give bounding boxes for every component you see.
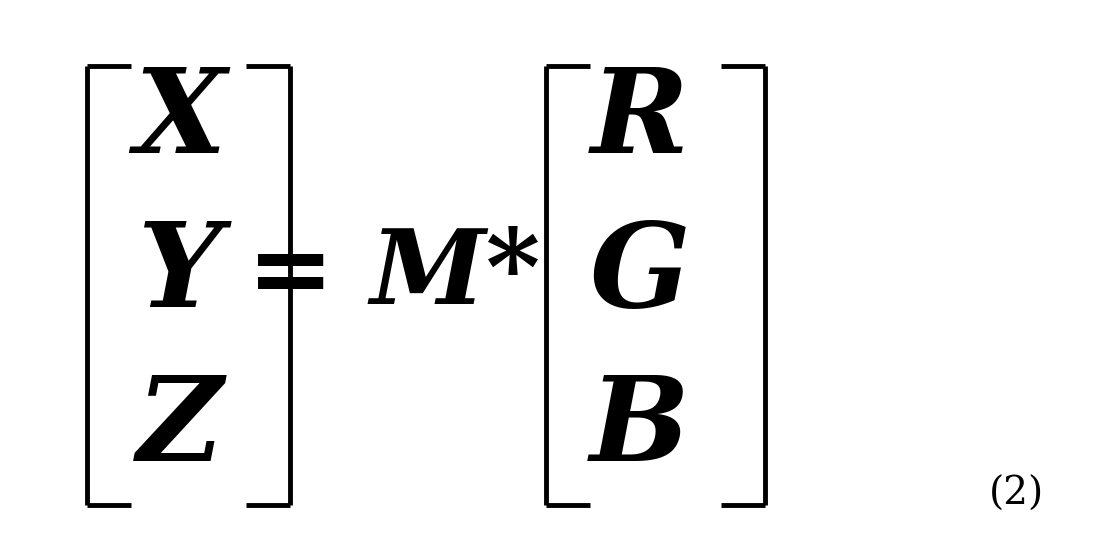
Text: X: X <box>134 63 226 178</box>
Text: Z: Z <box>138 371 223 486</box>
Text: B: B <box>589 371 690 486</box>
Text: = M*: = M* <box>247 224 540 325</box>
Text: R: R <box>590 63 689 178</box>
Text: G: G <box>589 217 690 332</box>
Text: (2): (2) <box>989 475 1044 513</box>
Text: Y: Y <box>138 217 223 332</box>
